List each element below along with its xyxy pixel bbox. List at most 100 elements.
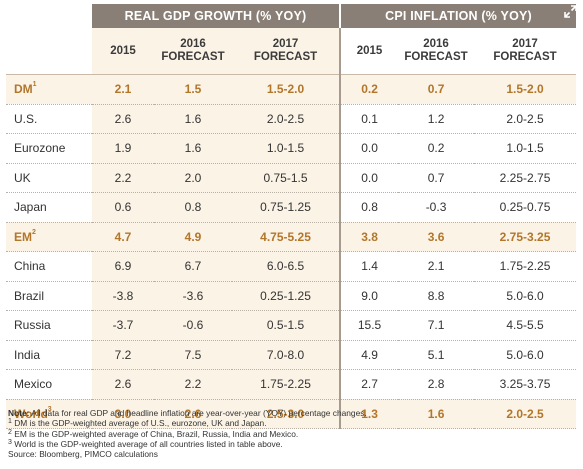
gdp-cell: 1.9 bbox=[92, 133, 154, 164]
row-label: DM1 bbox=[6, 74, 92, 105]
footnote-1: 1 DM is the GDP-weighted average of U.S.… bbox=[8, 418, 267, 429]
gdp-cell: 6.0-6.5 bbox=[232, 251, 341, 282]
gdp-col-header: 2016 FORECAST bbox=[154, 28, 232, 75]
gdp-cell: 2.6 bbox=[92, 104, 154, 134]
gdp-cell: 0.25-1.25 bbox=[232, 281, 341, 311]
gdp-cell: 2.0-2.5 bbox=[232, 104, 341, 134]
cpi-cell: 0.0 bbox=[339, 133, 399, 164]
row-label: UK bbox=[6, 163, 92, 193]
gdp-cell: 7.0-8.0 bbox=[232, 340, 341, 370]
gdp-col-header: 2015 bbox=[92, 28, 154, 75]
cpi-cell: 15.5 bbox=[339, 310, 399, 341]
gdp-cpi-table: REAL GDP GROWTH (% YOY) CPI INFLATION (%… bbox=[6, 4, 577, 429]
cpi-cell: 8.8 bbox=[398, 281, 475, 311]
cpi-cell: 0.2 bbox=[398, 133, 475, 164]
cpi-group-header: CPI INFLATION (% YOY) bbox=[339, 4, 577, 28]
cpi-cell: 0.7 bbox=[398, 163, 475, 193]
gdp-cell: -0.6 bbox=[154, 310, 232, 341]
cpi-col-header: 2016 FORECAST bbox=[398, 28, 475, 75]
cpi-cell: 3.8 bbox=[339, 222, 399, 252]
cpi-cell: 5.1 bbox=[398, 340, 475, 370]
gdp-cell: 1.6 bbox=[154, 133, 232, 164]
cpi-cell: 1.6 bbox=[398, 399, 475, 429]
table-row: China 6.9 6.7 6.0-6.5 1.4 2.1 1.75-2.25 bbox=[6, 251, 577, 282]
footnote-2: 2 EM is the GDP-weighted average of Chin… bbox=[8, 428, 299, 439]
gdp-cell: 2.2 bbox=[154, 369, 232, 400]
cpi-cell: 2.0-2.5 bbox=[474, 399, 577, 429]
cpi-cell: 0.2 bbox=[339, 74, 399, 105]
footnote-3: 3 World is the GDP-weighted average of a… bbox=[8, 438, 283, 449]
row-label: U.S. bbox=[6, 104, 92, 134]
cpi-cell: 3.6 bbox=[398, 222, 475, 252]
gdp-cell: 7.2 bbox=[92, 340, 154, 370]
row-label: Mexico bbox=[6, 369, 92, 400]
table-row: Japan 0.6 0.8 0.75-1.25 0.8 -0.3 0.25-0.75 bbox=[6, 192, 577, 223]
table-row: Mexico 2.6 2.2 1.75-2.25 2.7 2.8 3.25-3.75 bbox=[6, 369, 577, 400]
gdp-cell: 2.2 bbox=[92, 163, 154, 193]
gdp-cell: 4.7 bbox=[92, 222, 154, 252]
cpi-cell: 0.25-0.75 bbox=[474, 192, 577, 223]
table-row: Russia -3.7 -0.6 0.5-1.5 15.5 7.1 4.5-5.5 bbox=[6, 310, 577, 341]
gdp-col-header: 2017 FORECAST bbox=[232, 28, 341, 75]
table-row: DM1 2.1 1.5 1.5-2.0 0.2 0.7 1.5-2.0 bbox=[6, 74, 577, 105]
row-label: World3 bbox=[6, 399, 92, 429]
cpi-cell: 1.0-1.5 bbox=[474, 133, 577, 164]
gdp-cell: 0.5-1.5 bbox=[232, 310, 341, 341]
cpi-cell: 0.0 bbox=[339, 163, 399, 193]
cpi-cell: 1.3 bbox=[339, 399, 399, 429]
cpi-col-header: 2015 bbox=[339, 28, 399, 75]
cpi-cell: 4.5-5.5 bbox=[474, 310, 577, 341]
cpi-cell: 2.8 bbox=[398, 369, 475, 400]
row-label: EM2 bbox=[6, 222, 92, 252]
gdp-cell: -3.7 bbox=[92, 310, 154, 341]
row-label: Brazil bbox=[6, 281, 92, 311]
row-label: Japan bbox=[6, 192, 92, 223]
gdp-cell: 6.9 bbox=[92, 251, 154, 282]
cpi-cell: 2.75-3.25 bbox=[474, 222, 577, 252]
gdp-cell: 3.0 bbox=[92, 399, 154, 429]
gdp-cell: 2.5-3.0 bbox=[232, 399, 341, 429]
cpi-cell: 2.0-2.5 bbox=[474, 104, 577, 134]
cpi-cell: 2.1 bbox=[398, 251, 475, 282]
cpi-cell: 0.7 bbox=[398, 74, 475, 105]
row-label: China bbox=[6, 251, 92, 282]
cpi-cell: 5.0-6.0 bbox=[474, 340, 577, 370]
table-row: EM2 4.7 4.9 4.75-5.25 3.8 3.6 2.75-3.25 bbox=[6, 222, 577, 252]
cpi-cell: 2.7 bbox=[339, 369, 399, 400]
gdp-cpi-table-container: REAL GDP GROWTH (% YOY) CPI INFLATION (%… bbox=[6, 4, 577, 429]
note-line: Note: All data for real GDP and headline… bbox=[8, 408, 578, 418]
gdp-cell: 1.5-2.0 bbox=[232, 74, 341, 105]
gdp-cell: 1.0-1.5 bbox=[232, 133, 341, 164]
row-label: India bbox=[6, 340, 92, 370]
note-label: Note: bbox=[8, 408, 30, 418]
gdp-cell: 4.75-5.25 bbox=[232, 222, 341, 252]
cpi-cell: -0.3 bbox=[398, 192, 475, 223]
gdp-cell: 0.75-1.5 bbox=[232, 163, 341, 193]
cpi-cell: 5.0-6.0 bbox=[474, 281, 577, 311]
gdp-cell: 6.7 bbox=[154, 251, 232, 282]
table-row: India 7.2 7.5 7.0-8.0 4.9 5.1 5.0-6.0 bbox=[6, 340, 577, 370]
gdp-cell: 1.5 bbox=[154, 74, 232, 105]
cpi-cell: 0.8 bbox=[339, 192, 399, 223]
table-body: DM1 2.1 1.5 1.5-2.0 0.2 0.7 1.5-2.0 U.S. 2.6 1.6 2… bbox=[6, 74, 577, 429]
gdp-cell: 2.0 bbox=[154, 163, 232, 193]
gdp-cell: 0.75-1.25 bbox=[232, 192, 341, 223]
gdp-cell: 0.6 bbox=[92, 192, 154, 223]
gdp-cell: 1.6 bbox=[154, 104, 232, 134]
gdp-group-header: REAL GDP GROWTH (% YOY) bbox=[92, 4, 341, 28]
table-row: Eurozone 1.9 1.6 1.0-1.5 0.0 0.2 1.0-1.5 bbox=[6, 133, 577, 164]
expand-arrows-icon[interactable] bbox=[564, 5, 577, 18]
gdp-cell: 4.9 bbox=[154, 222, 232, 252]
gdp-cell: 1.75-2.25 bbox=[232, 369, 341, 400]
note-text: All data for real GDP and headline infla… bbox=[29, 408, 367, 418]
cpi-cell: 9.0 bbox=[339, 281, 399, 311]
row-label: Eurozone bbox=[6, 133, 92, 164]
gdp-cell: 0.8 bbox=[154, 192, 232, 223]
header-corner bbox=[6, 4, 92, 28]
gdp-cell: 2.1 bbox=[92, 74, 154, 105]
table-row: World3 3.0 2.6 2.5-3.0 1.3 1.6 2.0-2.5 bbox=[6, 399, 577, 429]
row-label: Russia bbox=[6, 310, 92, 341]
header-blank bbox=[6, 28, 92, 75]
table-row: UK 2.2 2.0 0.75-1.5 0.0 0.7 2.25-2.75 bbox=[6, 163, 577, 193]
table-row: Brazil -3.8 -3.6 0.25-1.25 9.0 8.8 5.0-6.0 bbox=[6, 281, 577, 311]
